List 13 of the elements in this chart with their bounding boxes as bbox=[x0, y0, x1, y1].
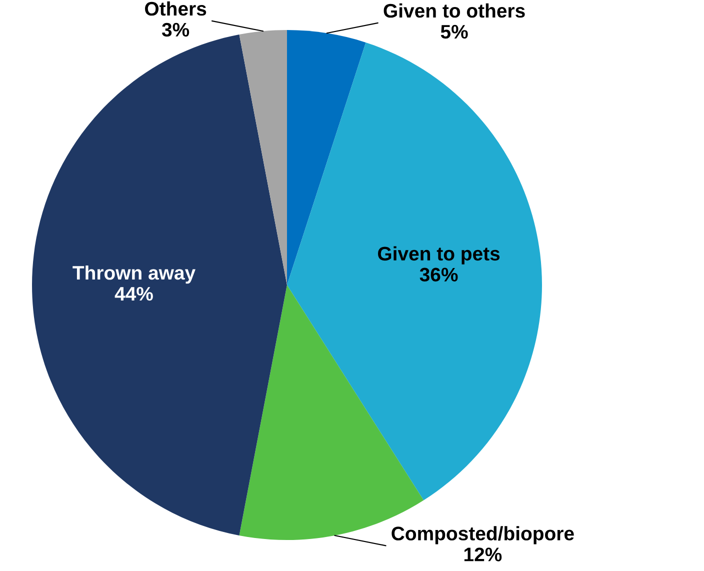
slice-label: Given to pets bbox=[378, 246, 500, 264]
slice-label: Thrown away bbox=[72, 265, 196, 284]
pie-slice bbox=[239, 30, 287, 285]
slice-label: Others bbox=[145, 1, 206, 16]
slice-label: Given to others bbox=[384, 3, 525, 18]
data-label: 12% bbox=[464, 548, 502, 562]
data-label: 44% bbox=[114, 286, 153, 301]
pie-slice bbox=[287, 42, 542, 500]
pie-slice bbox=[287, 30, 366, 285]
data-label: 36% bbox=[420, 268, 458, 282]
data-label: 3% bbox=[162, 22, 190, 37]
slice-label: Composted/biopore bbox=[392, 526, 574, 544]
data-label: 5% bbox=[440, 24, 468, 39]
